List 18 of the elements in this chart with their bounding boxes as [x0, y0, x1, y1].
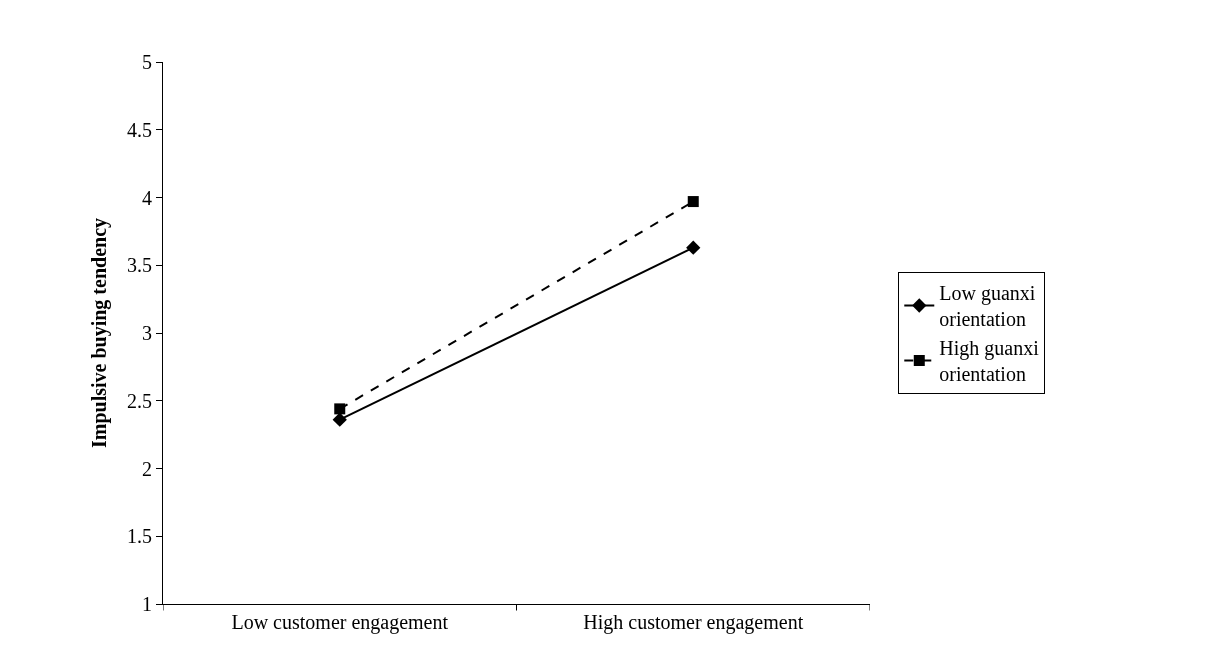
x-tick-label: High customer engagement — [583, 611, 804, 634]
point — [686, 240, 701, 255]
y-tick-label: 5 — [142, 51, 152, 73]
legend-label: Low guanxi orientation — [939, 282, 1036, 331]
y-tick-label: 2 — [142, 457, 152, 480]
y-axis-title: Impulsive buying tendency — [87, 217, 111, 449]
x-tick-label: Low customer engagement — [231, 611, 449, 634]
point — [687, 196, 699, 208]
legend-label: High guanxi orientation — [939, 337, 1040, 386]
y-tick-label: 4.5 — [127, 118, 152, 141]
y-tick-label: 3.5 — [127, 254, 152, 277]
y-tick-label: 3 — [142, 322, 152, 344]
y-tick-label: 4 — [142, 186, 152, 209]
y-tick-label: 1.5 — [127, 525, 152, 548]
point — [332, 412, 347, 427]
y-tick-label: 2.5 — [127, 389, 152, 412]
y-tick-label: 1 — [142, 593, 152, 615]
point — [334, 403, 346, 415]
